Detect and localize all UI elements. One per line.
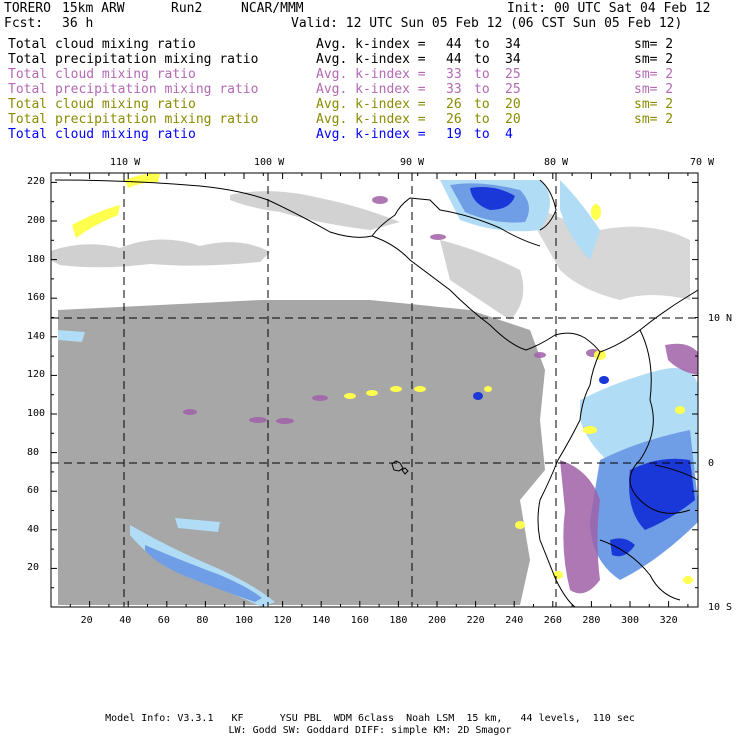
legend-index-label: Avg. k-index = [316, 52, 426, 67]
model-name: TORERO [4, 1, 51, 16]
legend-index-to: to [474, 97, 490, 112]
model-info-line2: LW: Godd SW: Goddard DIFF: simple KM: 2D… [228, 725, 512, 736]
legend-index-label: Avg. k-index = [316, 67, 426, 82]
y-tick-label: 20 [27, 562, 40, 574]
legend-index-end: 20 [505, 97, 521, 112]
legend-smoothing: sm= 2 [634, 112, 674, 127]
model-resolution: 15km ARW [62, 1, 125, 16]
lon-label-90w: 90 W [400, 157, 425, 168]
lat-label-10n: 10 N [708, 313, 733, 324]
legend-index-to: to [474, 127, 490, 142]
x-tick-label: 140 [312, 615, 331, 626]
forecast-hours: 36 h [62, 16, 94, 31]
legend-field-name: Total cloud mixing ratio [8, 67, 196, 82]
x-tick-label: 260 [543, 615, 562, 626]
x-tick-label: 120 [273, 615, 292, 626]
legend-field-name: Total cloud mixing ratio [8, 127, 196, 142]
legend-smoothing: sm= 2 [634, 82, 674, 97]
lon-label-100w: 100 W [254, 157, 285, 168]
legend-index-from: 33 [446, 82, 462, 97]
y-tick-label: 80 [27, 446, 40, 458]
y-tick-label: 180 [27, 253, 46, 265]
x-tick-label: 40 [119, 615, 132, 626]
legend-index-end: 4 [505, 127, 513, 142]
legend-index-to: to [474, 112, 490, 127]
legend-smoothing: sm= 2 [634, 97, 674, 112]
legend-smoothing: sm= 2 [634, 37, 674, 52]
dark-blue-cloud [470, 187, 695, 557]
x-tick-label: 300 [621, 615, 640, 626]
legend-index-end: 20 [505, 112, 521, 127]
legend-index-to: to [474, 52, 490, 67]
lat-label-10s: 10 S [708, 602, 733, 613]
gray-cloud-field [51, 191, 690, 605]
map-frame [50, 172, 699, 608]
legend-field-name: Total precipitation mixing ratio [8, 112, 259, 127]
legend-field-name: Total cloud mixing ratio [8, 37, 196, 52]
x-tick-label: 320 [659, 615, 678, 626]
y-tick-label: 100 [27, 408, 46, 419]
tick-marks [51, 173, 698, 607]
x-tick-label: 60 [157, 615, 170, 626]
legend-index-to: to [474, 67, 490, 82]
run-label: Run2 [171, 1, 203, 16]
y-tick-label: 160 [27, 292, 46, 304]
legend-index-end: 25 [505, 82, 521, 97]
legend-field-name: Total precipitation mixing ratio [8, 82, 259, 97]
valid-time: Valid: 12 UTC Sun 05 Feb 12 (06 CST Sun … [291, 16, 683, 31]
legend-index-from: 19 [446, 127, 462, 142]
legend-index-from: 44 [446, 37, 462, 52]
x-tick-label: 80 [196, 615, 209, 626]
legend-index-label: Avg. k-index = [316, 112, 426, 127]
legend-index-end: 25 [505, 67, 521, 82]
x-tick-label: 280 [582, 615, 601, 626]
coastlines [54, 179, 698, 607]
organization: NCAR/MMM [241, 1, 304, 16]
x-tick-label: 160 [350, 615, 369, 626]
legend-index-from: 26 [446, 112, 462, 127]
lat-label-0: 0 [708, 458, 715, 469]
y-tick-label: 40 [27, 523, 40, 535]
init-time: Init: 00 UTC Sat 04 Feb 12 [507, 1, 711, 16]
legend-field-name: Total cloud mixing ratio [8, 97, 196, 112]
x-tick-label: 180 [389, 615, 408, 626]
lon-label-80w: 80 W [544, 157, 569, 168]
x-tick-label: 100 [235, 615, 254, 626]
legend-field-name: Total precipitation mixing ratio [8, 52, 259, 67]
legend-index-label: Avg. k-index = [316, 127, 426, 142]
legend-index-from: 26 [446, 97, 462, 112]
model-info-line1: Model Info: V3.3.1 KF YSU PBL WDM 6class… [105, 713, 635, 724]
x-tick-label: 220 [466, 615, 485, 626]
lon-label-70w: 70 W [690, 157, 715, 168]
legend-index-to: to [474, 37, 490, 52]
legend-index-label: Avg. k-index = [316, 82, 426, 97]
y-tick-label: 200 [27, 215, 46, 226]
x-tick-label: 20 [80, 615, 93, 626]
lon-label-110w: 110 W [110, 157, 141, 168]
legend-index-from: 44 [446, 52, 462, 67]
legend-smoothing: sm= 2 [634, 52, 674, 67]
x-tick-label: 240 [505, 615, 524, 626]
y-tick-label: 60 [27, 485, 40, 497]
legend-smoothing: sm= 2 [634, 67, 674, 82]
legend-index-label: Avg. k-index = [316, 37, 426, 52]
purple-cloud [183, 196, 698, 594]
legend-index-from: 33 [446, 67, 462, 82]
y-tick-label: 220 [27, 176, 46, 188]
y-tick-label: 120 [27, 369, 46, 381]
x-tick-label: 200 [428, 615, 447, 626]
legend-index-to: to [474, 82, 490, 97]
legend-index-label: Avg. k-index = [316, 97, 426, 112]
forecast-label: Fcst: [4, 16, 44, 31]
legend-index-end: 34 [505, 37, 521, 52]
y-tick-label: 140 [27, 330, 46, 342]
legend-index-end: 34 [505, 52, 521, 67]
